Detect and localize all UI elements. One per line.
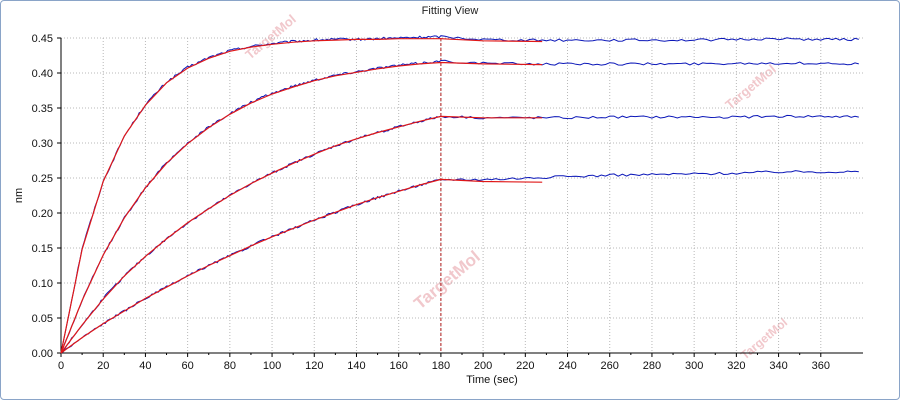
x-tick-label: 60 — [182, 360, 194, 372]
y-tick-label: 0.30 — [32, 138, 53, 150]
y-tick-label: 0.45 — [32, 33, 53, 45]
y-tick-label: 0.15 — [32, 243, 53, 255]
x-tick-label: 120 — [305, 360, 323, 372]
x-tick-label: 200 — [474, 360, 492, 372]
y-tick-label: 0.00 — [32, 348, 53, 360]
fit-curve-line — [60, 38, 543, 354]
y-tick-label: 0.25 — [32, 173, 53, 185]
x-tick-label: 20 — [97, 360, 109, 372]
window-title: Fitting View — [421, 5, 479, 17]
x-tick-label: 340 — [769, 360, 787, 372]
fit-curve-line — [60, 61, 543, 354]
y-tick-label: 0.10 — [32, 278, 53, 290]
fit-curve-line — [60, 115, 543, 354]
x-tick-label: 240 — [558, 360, 576, 372]
x-tick-label: 360 — [812, 360, 830, 372]
x-tick-label: 260 — [601, 360, 619, 372]
y-tick-label: 0.20 — [32, 208, 53, 220]
y-tick-label: 0.40 — [32, 68, 53, 80]
plot-area — [61, 38, 863, 353]
x-tick-label: 320 — [727, 360, 745, 372]
y-tick-label: 0.05 — [32, 313, 53, 325]
x-tick-label: 280 — [643, 360, 661, 372]
x-tick-label: 0 — [58, 360, 64, 372]
x-tick-label: 180 — [432, 360, 450, 372]
x-tick-label: 300 — [685, 360, 703, 372]
x-tick-label: 100 — [263, 360, 281, 372]
x-tick-label: 80 — [224, 360, 236, 372]
x-axis-title: Time (sec) — [466, 374, 518, 386]
y-tick-label: 0.35 — [32, 103, 53, 115]
x-tick-label: 160 — [390, 360, 408, 372]
x-tick-label: 40 — [139, 360, 151, 372]
x-tick-label: 140 — [347, 360, 365, 372]
x-tick-label: 220 — [516, 360, 534, 372]
fit-curve-line — [60, 178, 543, 354]
y-axis-title: nm — [13, 188, 25, 203]
